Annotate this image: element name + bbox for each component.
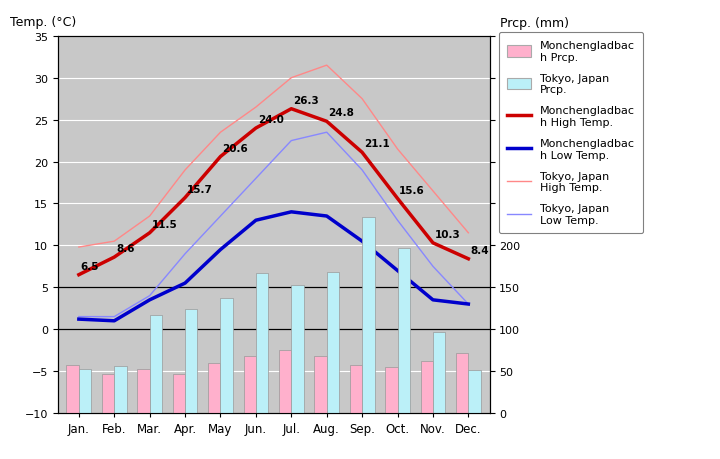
Text: 24.8: 24.8 bbox=[328, 108, 354, 118]
Bar bbox=[185, 309, 197, 413]
Text: Temp. (°C): Temp. (°C) bbox=[10, 16, 76, 29]
Bar bbox=[256, 274, 269, 413]
Text: 11.5: 11.5 bbox=[151, 219, 177, 230]
Bar bbox=[66, 365, 79, 413]
Bar bbox=[292, 285, 304, 413]
Text: 6.5: 6.5 bbox=[81, 261, 99, 271]
Text: 20.6: 20.6 bbox=[222, 143, 248, 153]
Bar bbox=[102, 375, 114, 413]
Bar bbox=[220, 298, 233, 413]
Bar bbox=[456, 354, 468, 413]
Bar bbox=[397, 248, 410, 413]
Bar bbox=[433, 332, 446, 413]
Bar bbox=[79, 369, 91, 413]
Bar bbox=[114, 366, 127, 413]
Text: 15.7: 15.7 bbox=[187, 185, 212, 194]
Bar bbox=[385, 367, 397, 413]
Text: 15.6: 15.6 bbox=[400, 185, 425, 195]
Bar bbox=[173, 374, 185, 413]
Bar bbox=[315, 356, 327, 413]
Bar bbox=[279, 350, 292, 413]
Bar bbox=[468, 370, 481, 413]
Text: 8.6: 8.6 bbox=[116, 244, 135, 254]
Bar bbox=[362, 218, 374, 413]
Bar bbox=[243, 356, 256, 413]
Text: 21.1: 21.1 bbox=[364, 139, 390, 149]
Text: Prcp. (mm): Prcp. (mm) bbox=[500, 17, 570, 30]
Text: 8.4: 8.4 bbox=[470, 246, 489, 255]
Text: 10.3: 10.3 bbox=[435, 230, 461, 240]
Text: 26.3: 26.3 bbox=[293, 95, 319, 106]
Bar bbox=[327, 273, 339, 413]
Bar bbox=[150, 315, 162, 413]
Bar bbox=[420, 361, 433, 413]
Legend: Monchengladbac
h Prcp., Tokyo, Japan
Prcp., Monchengladbac
h High Temp., Monchen: Monchengladbac h Prcp., Tokyo, Japan Prc… bbox=[499, 33, 643, 233]
Text: 24.0: 24.0 bbox=[258, 115, 284, 125]
Bar bbox=[208, 363, 220, 413]
Bar bbox=[138, 369, 150, 413]
Bar bbox=[350, 365, 362, 413]
